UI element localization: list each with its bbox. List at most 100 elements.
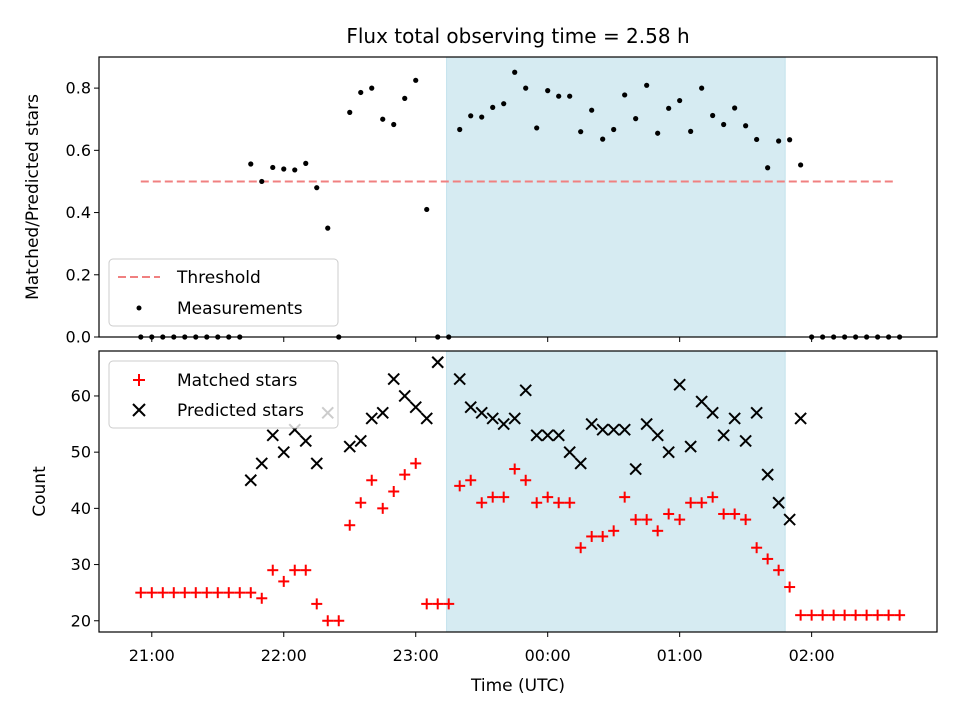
- top-legend-box: [108, 258, 339, 327]
- measurement-point: [732, 105, 738, 111]
- matched-point: [762, 553, 774, 565]
- matched-point: [619, 491, 631, 503]
- matched-point: [344, 519, 356, 531]
- measurement-point: [688, 128, 694, 134]
- legend-predicted-label: Predicted stars: [177, 401, 304, 421]
- matched-point: [828, 609, 840, 621]
- measurement-point: [622, 92, 628, 98]
- bottom-legend-box: [108, 360, 339, 429]
- measurement-point: [292, 167, 298, 173]
- matched-point: [432, 598, 444, 610]
- measurement-point: [259, 178, 265, 185]
- matched-point: [564, 497, 576, 509]
- matched-point: [443, 598, 455, 610]
- bottom-legend: Matched stars Predicted stars: [108, 360, 339, 429]
- matched-point: [487, 491, 499, 503]
- matched-point: [388, 486, 400, 497]
- matched-point: [190, 587, 202, 599]
- predicted-point: [640, 417, 653, 431]
- matched-point: [773, 564, 785, 576]
- x-tick-label: 22:00: [261, 646, 307, 665]
- matched-point: [740, 514, 752, 526]
- matched-point: [267, 564, 279, 576]
- top-y-tick-label: 0.2: [66, 265, 91, 284]
- legend-measurements-label: Measurements: [177, 299, 303, 319]
- matched-point: [234, 587, 246, 599]
- matched-point: [410, 457, 422, 469]
- matched-point: [454, 480, 466, 492]
- predicted-point: [266, 429, 279, 442]
- measurement-point: [655, 130, 661, 136]
- x-tick-label: 01:00: [657, 646, 703, 665]
- measurement-point: [798, 162, 804, 168]
- top-panel: 0.00.20.40.60.8 Matched/Predicted stars …: [23, 56, 938, 347]
- measurements-legend-swatch: [136, 305, 142, 311]
- measurement-point: [413, 77, 419, 83]
- predicted-point: [618, 423, 631, 436]
- matched-point: [872, 609, 884, 621]
- matched-point: [289, 564, 301, 576]
- measurement-point: [556, 93, 562, 99]
- measurement-point: [248, 161, 254, 167]
- measurement-point: [644, 82, 650, 88]
- measurement-point: [721, 121, 727, 128]
- measurement-point: [776, 138, 782, 144]
- measurement-point: [589, 107, 595, 113]
- matched-point: [256, 592, 268, 604]
- matched-point: [311, 598, 323, 610]
- measurement-point: [578, 129, 584, 135]
- measurement-point: [479, 114, 485, 120]
- matched-point: [531, 497, 543, 509]
- x-tick-label: 21:00: [129, 646, 175, 665]
- matched-point: [135, 587, 147, 599]
- measurement-point: [468, 113, 474, 119]
- predicted-point: [409, 400, 422, 414]
- measurement-point: [303, 160, 309, 166]
- matched-point: [685, 497, 697, 509]
- matched-point: [520, 474, 532, 486]
- matched-point: [157, 587, 169, 599]
- measurement-point: [347, 109, 353, 115]
- predicted-point: [299, 434, 312, 448]
- predicted-point: [541, 429, 554, 442]
- bottom-y-tick-label: 30: [71, 555, 91, 574]
- predicted-point: [354, 434, 367, 448]
- matched-point: [553, 497, 565, 509]
- matched-point: [608, 525, 620, 537]
- predicted-point: [552, 429, 565, 442]
- predicted-point: [739, 434, 752, 448]
- bottom-y-tick-label: 40: [71, 499, 91, 518]
- predicted-point: [728, 412, 741, 425]
- bottom-y-tick-label: 60: [71, 386, 91, 405]
- top-y-tick-label: 0.8: [66, 79, 91, 98]
- x-tick-label: 00:00: [525, 646, 571, 665]
- predicted-point: [497, 417, 510, 431]
- predicted-point: [244, 474, 257, 487]
- measurement-point: [677, 97, 683, 104]
- matched-point: [630, 514, 642, 526]
- bottom-axes-frame: [98, 350, 938, 633]
- predicted-point: [365, 412, 378, 425]
- predicted-point: [783, 513, 796, 526]
- matched-point: [817, 609, 829, 621]
- predicted-point: [651, 429, 664, 442]
- x-tick-label: 02:00: [789, 646, 835, 665]
- measurement-point: [369, 85, 375, 91]
- matched-point: [322, 615, 334, 627]
- predicted-point: [255, 457, 268, 470]
- measurement-point: [666, 105, 672, 111]
- matched-point: [223, 587, 235, 599]
- predicted-point: [486, 412, 499, 425]
- measurement-point: [710, 112, 716, 119]
- x-tick-label: 23:00: [393, 646, 439, 665]
- chart-title: Flux total observing time = 2.58 h: [346, 24, 689, 48]
- matched-point: [300, 564, 312, 576]
- predicted-point: [750, 406, 763, 420]
- matched-point: [278, 575, 290, 587]
- matched-point: [894, 609, 906, 621]
- measurement-point: [534, 125, 540, 131]
- bottom-panel: 20 30 40 50 60 21:00 22:00 23:00 00:00 01:00 02:0…: [30, 350, 938, 696]
- matched-point: [850, 609, 862, 621]
- matched-point: [751, 542, 763, 554]
